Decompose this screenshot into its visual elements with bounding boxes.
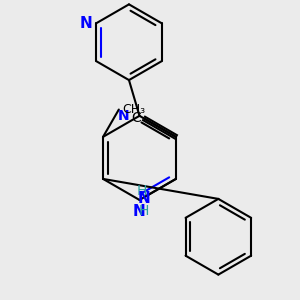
Text: H: H xyxy=(139,204,149,218)
Text: N: N xyxy=(137,191,150,206)
Text: H: H xyxy=(137,184,147,198)
Text: N: N xyxy=(79,16,92,31)
Text: N: N xyxy=(118,109,129,123)
Text: N: N xyxy=(133,204,146,219)
Text: C: C xyxy=(132,112,141,125)
Text: CH₃: CH₃ xyxy=(122,103,146,116)
